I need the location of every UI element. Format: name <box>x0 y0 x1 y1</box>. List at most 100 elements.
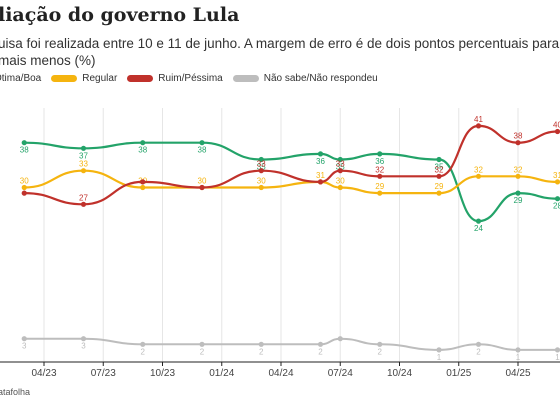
data-label: 30 <box>20 177 29 186</box>
legend-item-otima-boa: Ótima/Boa <box>0 73 41 84</box>
data-point <box>337 156 343 163</box>
data-point <box>377 151 383 157</box>
data-label: 2 <box>318 347 323 356</box>
data-point <box>554 347 560 353</box>
data-label: 32 <box>375 165 384 174</box>
legend-item-nao-sabe: Não sabe/Não respondeu <box>232 73 378 84</box>
data-point <box>317 179 324 185</box>
data-label: 2 <box>200 347 205 356</box>
data-point <box>515 140 521 146</box>
data-label: 33 <box>336 160 345 169</box>
data-point <box>475 173 482 179</box>
data-label: 38 <box>138 146 147 155</box>
data-point <box>258 168 264 174</box>
chart-legend: Ótima/Boa Regular Ruim/Péssima Não sabe/… <box>0 73 388 84</box>
data-label: 38 <box>514 132 523 141</box>
data-label: 41 <box>474 115 483 124</box>
data-label: 29 <box>375 182 384 191</box>
data-label: 32 <box>474 165 483 174</box>
data-label: 40 <box>553 121 560 130</box>
data-label: 35 <box>336 163 345 172</box>
data-label: 29 <box>435 182 444 191</box>
legend-swatch <box>127 75 154 82</box>
data-point <box>475 341 482 347</box>
data-point <box>21 184 27 191</box>
data-label: 31 <box>316 171 325 180</box>
data-label: 29 <box>514 196 523 205</box>
data-label: 32 <box>514 165 523 174</box>
data-point <box>337 336 343 342</box>
data-point <box>80 336 87 342</box>
legend-label: Não sabe/Não respondeu <box>263 73 378 84</box>
data-label: 33 <box>79 160 88 169</box>
data-point <box>80 168 87 174</box>
legend-swatch <box>232 75 259 82</box>
x-tick-label: 01/25 <box>446 368 471 379</box>
x-tick-label: 07/23 <box>91 368 116 379</box>
data-point <box>21 140 27 146</box>
data-point <box>199 341 205 347</box>
data-point <box>140 140 146 146</box>
data-label: 1 <box>516 353 521 362</box>
data-point <box>436 173 442 179</box>
data-point <box>258 156 264 163</box>
data-point <box>436 156 442 163</box>
x-tick-label: 04/25 <box>505 368 530 379</box>
data-label: 2 <box>378 347 383 356</box>
legend-swatch <box>51 75 78 82</box>
data-label: 38 <box>20 146 29 155</box>
data-label: 27 <box>79 193 88 202</box>
series-line <box>24 141 558 223</box>
data-label: 36 <box>375 157 384 166</box>
data-label: 30 <box>198 177 207 186</box>
data-label: 2 <box>476 347 481 356</box>
data-label: 3 <box>22 342 27 351</box>
data-point <box>140 184 146 191</box>
legend-item-ruim-pessima: Ruim/Péssima <box>127 73 223 84</box>
data-point <box>258 341 264 347</box>
data-point <box>140 179 146 185</box>
data-point <box>21 336 27 342</box>
x-tick-label: 07/24 <box>328 368 353 379</box>
data-label: 1 <box>555 353 560 362</box>
data-point <box>515 190 521 196</box>
x-tick-label: 01/24 <box>209 368 234 379</box>
data-point <box>258 184 264 191</box>
data-point <box>199 184 205 191</box>
legend-label: Regular <box>82 73 118 84</box>
data-label: 30 <box>257 177 266 186</box>
data-point <box>515 173 521 179</box>
data-point <box>554 196 560 202</box>
data-label: 38 <box>198 146 207 155</box>
chart-title: liação do governo Lula <box>0 4 240 26</box>
data-point <box>515 347 521 353</box>
legend-item-regular: Regular <box>51 73 117 84</box>
source-note: atafolha <box>0 387 31 397</box>
data-point <box>475 218 482 224</box>
data-point <box>377 341 383 347</box>
data-label: 31 <box>553 171 560 180</box>
data-point <box>377 190 383 196</box>
data-point <box>80 145 87 151</box>
data-point <box>317 341 324 347</box>
data-point <box>554 179 560 185</box>
legend-label: Ótima/Boa <box>0 73 42 84</box>
data-label: 30 <box>336 177 345 186</box>
data-label: 3 <box>81 342 86 351</box>
data-point <box>317 151 324 157</box>
data-point <box>337 168 343 174</box>
data-point <box>337 184 343 191</box>
data-label: 1 <box>437 353 442 362</box>
data-point <box>554 128 560 135</box>
data-point <box>80 201 87 207</box>
data-label: 28 <box>553 202 560 211</box>
data-label: 33 <box>257 160 266 169</box>
data-label: 35 <box>257 163 266 172</box>
x-tick-label: 04/24 <box>268 368 293 379</box>
data-label: 37 <box>79 151 88 160</box>
data-point <box>475 123 482 129</box>
data-point <box>140 341 146 347</box>
x-tick-label: 10/23 <box>150 368 175 379</box>
chart-subtitle: uisa foi realizada entre 10 e 11 de junh… <box>0 36 560 68</box>
